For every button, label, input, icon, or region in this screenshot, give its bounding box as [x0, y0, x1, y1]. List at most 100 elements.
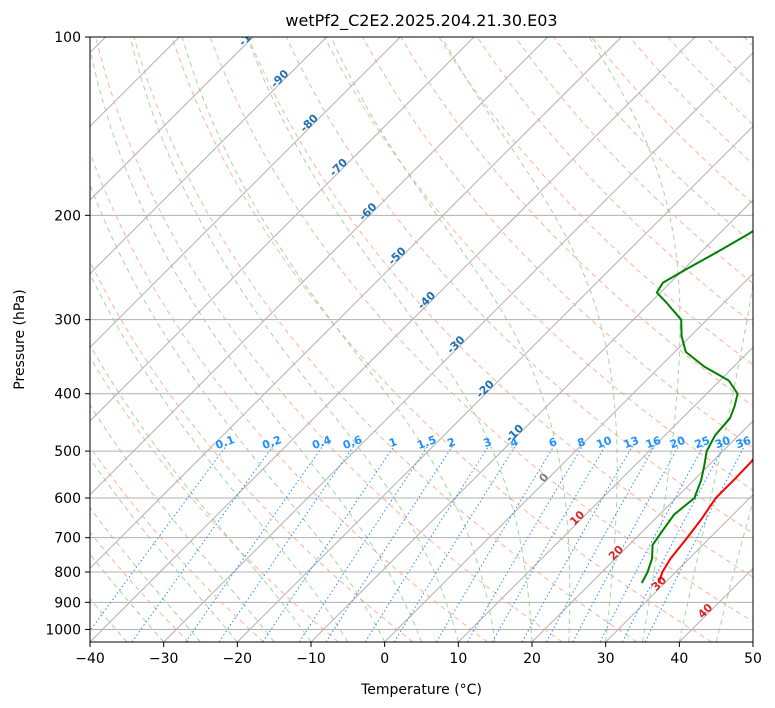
x-axis-label: Temperature (°C): [360, 682, 482, 698]
isotherm-line: [90, 37, 254, 201]
dry-adiabat: [362, 37, 753, 449]
x-tick-label: 10: [449, 651, 467, 667]
y-tick-label: 900: [54, 595, 81, 611]
dry-adiabat: [133, 37, 638, 642]
axis-layer: −40 −30 −20 −10 0 10 20 30 40 5010020030040050060…: [45, 30, 762, 667]
mixing-ratio-label: 1: [387, 435, 399, 450]
dry-adiabat: [90, 151, 488, 642]
mixing-ratio-label: 2: [446, 435, 458, 450]
y-axis-label: Pressure (hPa): [12, 289, 28, 389]
x-tick-label: −30: [149, 651, 179, 667]
moist-adiabat: [181, 37, 496, 642]
isotherm-line: [163, 51, 753, 642]
isotherm-label: -100: [236, 20, 265, 49]
mixing-ratio-line: [545, 445, 656, 642]
mixing-ratio-line: [393, 445, 516, 642]
mixing-ratio-label: 30: [713, 434, 732, 452]
moist-adiabat: [90, 46, 422, 642]
mixing-ratio-label: 36: [734, 434, 753, 452]
chart-title: wetPf2_C2E2.2025.204.21.30.E03: [285, 11, 557, 31]
mixing-ratio-label: 25: [693, 434, 712, 451]
mixing-ratio-line: [621, 445, 725, 642]
y-tick-label: 200: [54, 208, 81, 224]
mixing-ratio-label: 0.2: [260, 433, 283, 452]
x-tick-label: 20: [523, 651, 541, 667]
isotherm-line: [90, 37, 328, 275]
x-tick-label: −20: [223, 651, 253, 667]
x-tick-label: 50: [744, 651, 762, 667]
y-tick-label: 300: [54, 313, 81, 329]
x-tick-label: 40: [670, 651, 688, 667]
mixing-ratio-label: 0.4: [310, 433, 333, 452]
moist-adiabat: [90, 182, 386, 642]
y-tick-label: 1000: [45, 622, 81, 638]
isotherm-line: [457, 346, 753, 642]
mixing-ratio-label: 16: [644, 434, 663, 452]
moist-adiabat: [246, 37, 533, 642]
moist-adiabat: [90, 457, 238, 642]
mixing-ratio-label: 13: [622, 434, 641, 451]
y-tick-label: 600: [54, 491, 81, 507]
y-tick-label: 400: [54, 387, 81, 403]
x-tick-label: −40: [75, 651, 105, 667]
dry-adiabat: [90, 445, 264, 642]
moist-adiabat: [441, 37, 618, 642]
dry-adiabat: [95, 37, 563, 642]
isotherm-line: [236, 125, 753, 642]
mixing-ratio-line: [262, 445, 395, 642]
isotherm-line: [90, 37, 549, 496]
mixing-ratio-label: 3: [482, 435, 494, 450]
mixing-ratio-label: 0.1: [214, 433, 237, 452]
x-tick-label: 30: [597, 651, 615, 667]
mixing-ratio-line: [364, 445, 490, 642]
mixing-ratio-label: 8: [576, 435, 588, 450]
mixing-ratio-label: 20: [668, 434, 687, 452]
dry-adiabat: [400, 37, 753, 407]
dry-adiabat: [514, 37, 753, 285]
y-tick-label: 500: [54, 444, 81, 460]
dry-adiabat: [209, 37, 753, 623]
x-tick-label: 0: [380, 651, 389, 667]
moist-adiabat: [588, 37, 681, 642]
mixing-ratio-line: [467, 445, 584, 642]
isotherm-line: [531, 420, 753, 642]
mixing-ratio-line: [131, 445, 274, 642]
moist-adiabat: [90, 343, 312, 642]
mixing-ratio-label: 4: [508, 435, 520, 450]
series-line-1: [657, 457, 753, 584]
mixing-ratio-line: [521, 445, 633, 642]
mixing-ratio-label: 1.5: [415, 433, 438, 452]
series-line-2: [640, 229, 753, 584]
moist-adiabat: [90, 404, 275, 642]
series-layer: [640, 229, 753, 584]
plot-area: 0.10.20.40.611.52346810131620253036-100-…: [90, 20, 753, 642]
moist-adiabat: [90, 553, 165, 642]
y-tick-label: 800: [54, 565, 81, 581]
moist-adiabat: [90, 506, 201, 642]
moist-adiabat: [330, 37, 571, 642]
moist-adiabat: [129, 37, 459, 642]
mixing-ratio-line: [644, 445, 746, 642]
isotherm-line: [90, 37, 401, 349]
dry-adiabat: [90, 356, 339, 642]
mixing-ratio-line: [435, 445, 555, 642]
isotherm-line: [605, 493, 753, 642]
dry-adiabat: [247, 37, 753, 578]
moist-adiabats: [90, 37, 753, 642]
isotherm-line: [90, 37, 475, 422]
moist-adiabat: [90, 597, 128, 642]
mixing-ratio-line: [218, 445, 355, 642]
y-tick-label: 100: [54, 30, 81, 46]
mixing-ratio-lines: [90, 445, 746, 642]
isotherm-line: [90, 37, 622, 570]
mixing-ratio-line: [325, 445, 454, 642]
mixing-ratio-label: 0.6: [341, 433, 364, 452]
mixing-ratio-label: 6: [547, 435, 559, 450]
mixing-ratio-line: [185, 445, 324, 642]
x-tick-label: −10: [296, 651, 326, 667]
isotherm-line: [384, 272, 753, 642]
plot-frame: [89, 36, 754, 643]
y-tick-label: 700: [54, 531, 81, 547]
